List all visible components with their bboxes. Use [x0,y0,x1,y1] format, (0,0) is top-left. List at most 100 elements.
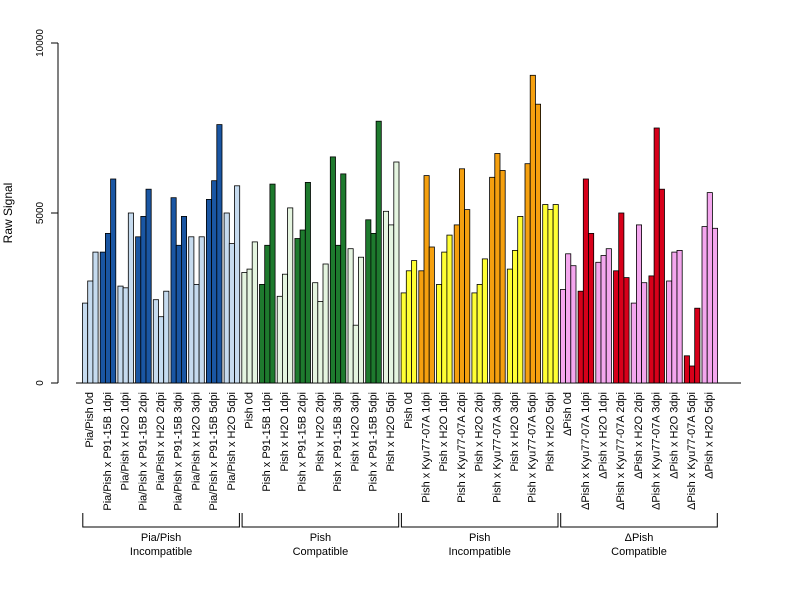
bar [712,227,719,384]
bar [127,212,134,384]
bar [471,292,478,384]
bar [636,224,643,384]
x-tick-label: ΔPish x Kyu77-07A 2dpi [615,392,627,510]
bar [613,270,620,384]
x-tick-label: Pia/Pish x P91-15B 2dpi [137,392,149,511]
group-label-line2: Compatible [611,546,667,558]
bar [405,270,412,384]
x-tick-label: Pish x P91-15B 3dpi [332,392,344,492]
group-label-line2: Compatible [293,546,349,558]
bar [211,180,218,384]
x-tick-label: Pia/Pish x P91-15B 5dpi [208,392,220,511]
bar [259,283,266,384]
group-bracket [82,513,240,528]
bar [512,249,519,384]
bar [388,224,395,384]
group-label-line1: ΔPish [625,532,654,544]
bar [641,282,648,384]
bar [335,244,342,384]
bar [535,103,542,384]
x-tick-label: ΔPish x Kyu77-07A 5dpi [686,392,698,510]
bar [623,277,630,384]
bar [706,192,713,384]
x-tick-label: Pish x H2O 1dpi [438,392,450,471]
bar [312,282,319,384]
bar [600,255,607,384]
bar [446,234,453,384]
x-tick-label: Pish x H2O 5dpi [385,392,397,471]
bar [205,198,212,384]
bar [158,316,165,384]
bar [436,283,443,384]
bar [671,251,678,384]
bar [223,212,230,384]
bar [529,74,536,384]
x-tick-label: Pish 0d [403,392,415,429]
x-tick-label: Pish x H2O 3dpi [350,392,362,471]
bar [317,300,324,384]
y-tick-label: 0 [35,380,46,386]
bar [246,268,253,384]
bar [180,215,187,384]
bar [489,176,496,384]
x-tick-label: ΔPish x Kyu77-07A 3dpi [651,392,663,510]
x-tick-label: ΔPish x H2O 2dpi [633,392,645,479]
bar [382,210,389,384]
group-label-line2: Incompatible [449,546,511,558]
bar [92,251,99,384]
x-tick-label: Pish x H2O 5dpi [544,392,556,471]
bar [117,285,124,384]
bar [418,270,425,384]
bar [228,243,235,384]
bar [299,229,306,384]
bar [494,153,501,384]
bar [152,299,159,384]
x-tick-label: Pish x Kyu77-07A 1dpi [421,392,433,503]
bar [560,289,567,384]
x-tick-label: ΔPish 0d [562,392,574,436]
bar [411,260,418,384]
group-bracket [400,513,559,528]
bar [340,173,347,384]
x-tick-label: Pish x Kyu77-07A 3dpi [491,392,503,503]
bar [499,170,506,384]
group-brackets: Pia/Pish Incompatible Pish Compatible Pish In… [82,513,718,558]
bar [683,355,690,384]
x-tick-label: ΔPish x H2O 1dpi [598,392,610,479]
group-label-line1: Pish [469,532,490,544]
y-axis-label: Raw Signal [1,183,15,244]
x-tick-label: Pish 0d [244,392,256,429]
bar [458,168,465,384]
group-bracket [241,513,400,528]
bar [441,251,448,384]
x-tick-label: ΔPish x H2O 5dpi [704,392,716,479]
bar [281,273,288,384]
bar [400,292,407,384]
bar [453,224,460,384]
x-tick-label: Pia/Pish x H2O 2dpi [155,392,167,490]
bar [476,283,483,384]
bar [547,209,554,384]
bar [653,127,660,384]
x-tick-label: Pish x H2O 2dpi [474,392,486,471]
bar [365,219,372,384]
bar [140,215,147,384]
bar [234,185,241,384]
bar [648,275,655,384]
x-tick-label: Pish x H2O 2dpi [314,392,326,471]
bar [82,302,89,384]
bar [570,265,577,384]
bar [605,248,612,384]
y-axis: 0 5000 10000 [35,29,59,386]
bar [618,212,625,384]
bar [357,256,364,384]
bar [506,268,513,384]
bars [82,74,719,384]
bar [329,156,336,384]
bar [251,241,258,384]
x-tick-labels: Pia/Pish 0d Pia/Pish x P91-15B 1dpi Pia/Pi… [84,392,716,511]
bar [188,236,195,384]
bar [582,178,589,384]
group-label-line1: Pia/Pish [141,532,181,544]
